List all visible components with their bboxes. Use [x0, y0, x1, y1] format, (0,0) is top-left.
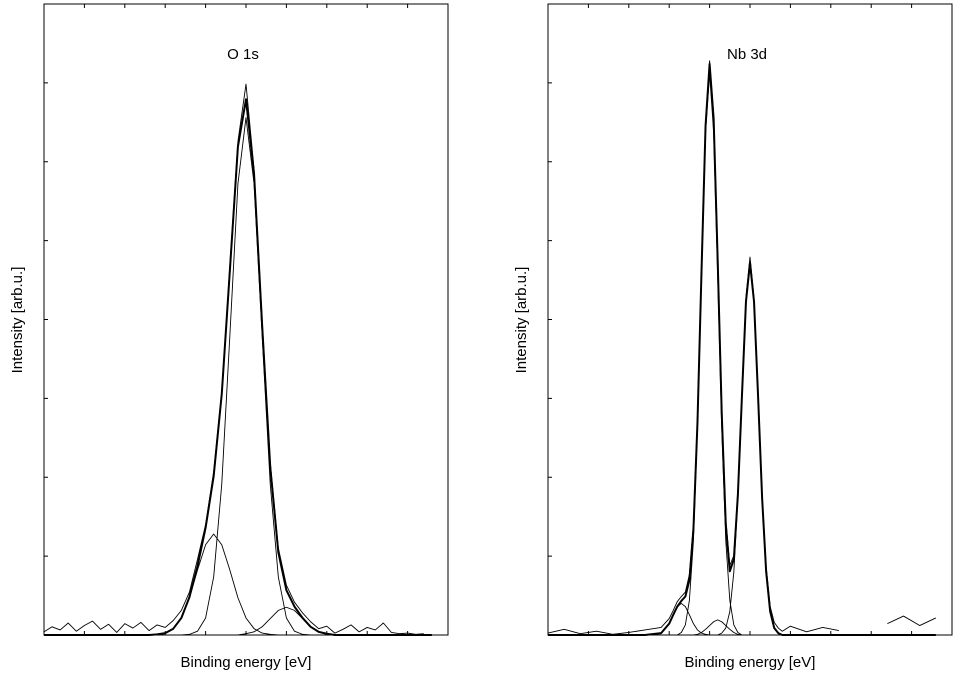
chart-title: Nb 3d	[727, 46, 767, 63]
series-line	[43, 83, 424, 635]
series-line	[44, 606, 432, 636]
x-axis-label: Binding energy [eV]	[181, 654, 312, 671]
series-line	[548, 72, 936, 636]
series-line	[44, 98, 432, 636]
series-line	[548, 603, 936, 636]
chart-title: O 1s	[227, 46, 259, 63]
series-line	[547, 60, 937, 635]
y-axis-label: Intensity [arb.u.]	[9, 267, 26, 374]
series-line	[548, 62, 936, 636]
plot-frame	[547, 3, 953, 636]
y-axis-label: Intensity [arb.u.]	[513, 267, 530, 374]
series-line	[548, 262, 936, 636]
x-axis-label: Binding energy [eV]	[685, 654, 816, 671]
series-line	[44, 117, 432, 636]
series-line	[548, 619, 936, 636]
series-line	[44, 533, 432, 636]
